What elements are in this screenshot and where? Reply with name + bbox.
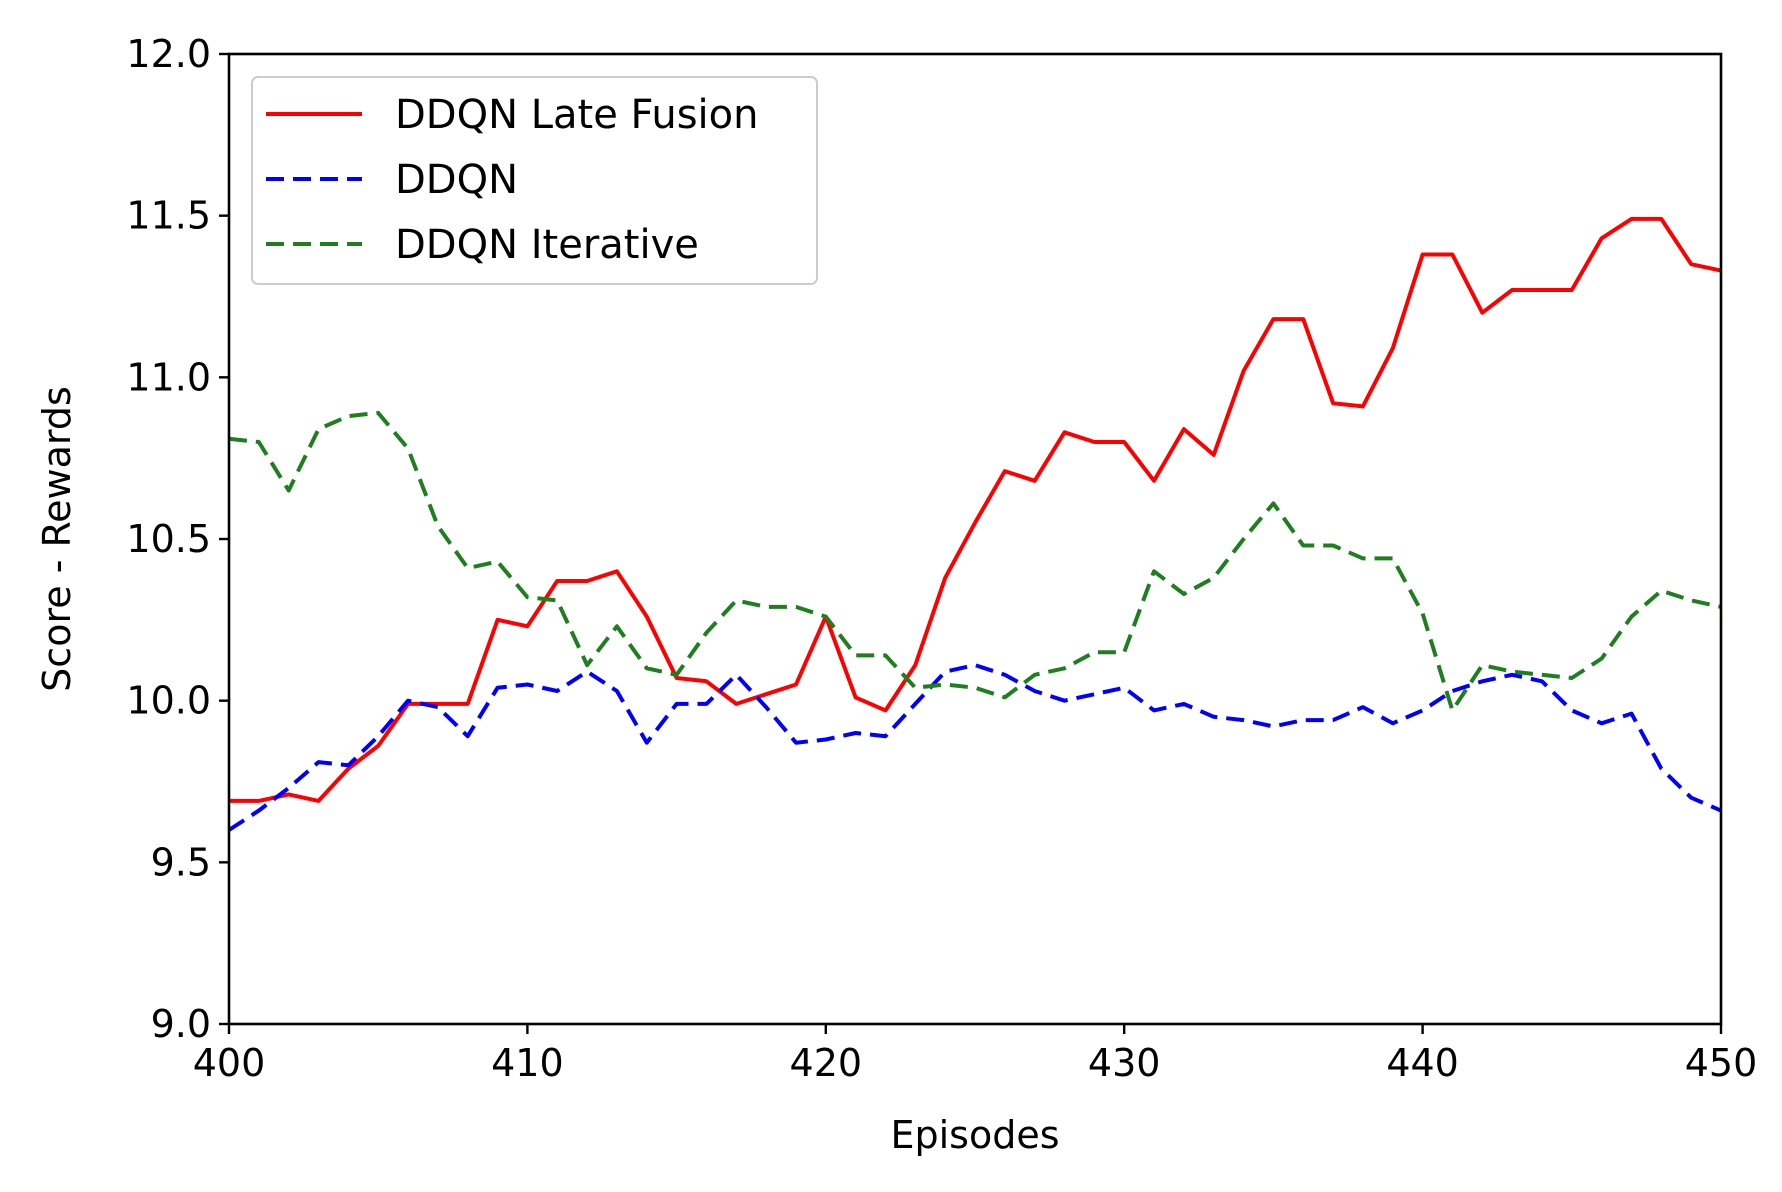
x-tick-label: 440 (1386, 1041, 1459, 1085)
x-tick-label: 430 (1088, 1041, 1161, 1085)
series-line-0 (229, 216, 1722, 803)
series-line-2 (228, 410, 1722, 713)
x-axis-title: Episodes (890, 1113, 1059, 1157)
x-tick-label: 450 (1685, 1041, 1758, 1085)
legend-label: DDQN Iterative (395, 222, 699, 268)
series-layer (227, 216, 1722, 832)
series-line-1 (227, 663, 1722, 832)
legend-items: DDQN Late Fusion DDQN DDQN Iterative (266, 92, 758, 268)
y-tick-label: 10.5 (126, 517, 211, 561)
x-tick-label: 400 (193, 1041, 266, 1085)
y-tick-label: 9.5 (151, 840, 211, 884)
y-axis-ticks: 9.0 9.5 10.0 10.5 11.0 11.5 12.0 (126, 32, 229, 1046)
y-tick-label: 11.0 (126, 355, 211, 399)
x-tick-label: 410 (491, 1041, 564, 1085)
legend-box (251, 76, 818, 285)
y-tick-label: 12.0 (126, 32, 211, 76)
y-axis-title: Score - Rewards (35, 386, 79, 692)
legend-label: DDQN (395, 157, 518, 203)
legend: DDQN Late Fusion DDQN DDQN Iterative (251, 76, 818, 285)
y-tick-label: 11.5 (126, 194, 211, 238)
legend-label: DDQN Late Fusion (395, 92, 758, 138)
y-tick-label: 10.0 (126, 679, 211, 723)
x-tick-label: 420 (790, 1041, 863, 1085)
y-tick-label: 9.0 (151, 1002, 211, 1046)
x-axis-ticks: 400 410 420 430 440 450 (193, 1024, 1758, 1085)
